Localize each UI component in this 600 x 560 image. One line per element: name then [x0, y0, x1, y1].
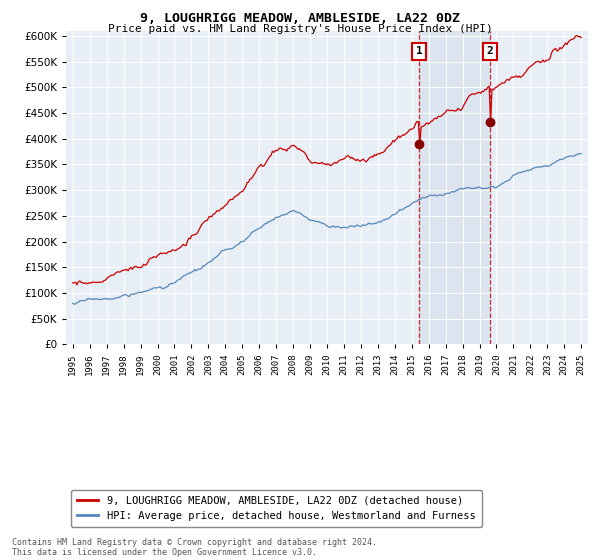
Text: Contains HM Land Registry data © Crown copyright and database right 2024.
This d: Contains HM Land Registry data © Crown c… [12, 538, 377, 557]
Text: 2: 2 [487, 46, 493, 57]
Text: Price paid vs. HM Land Registry's House Price Index (HPI): Price paid vs. HM Land Registry's House … [107, 24, 493, 34]
Legend: 9, LOUGHRIGG MEADOW, AMBLESIDE, LA22 0DZ (detached house), HPI: Average price, d: 9, LOUGHRIGG MEADOW, AMBLESIDE, LA22 0DZ… [71, 489, 482, 528]
Text: 1: 1 [416, 46, 422, 57]
Text: 9, LOUGHRIGG MEADOW, AMBLESIDE, LA22 0DZ: 9, LOUGHRIGG MEADOW, AMBLESIDE, LA22 0DZ [140, 12, 460, 25]
Bar [419, 31, 490, 344]
